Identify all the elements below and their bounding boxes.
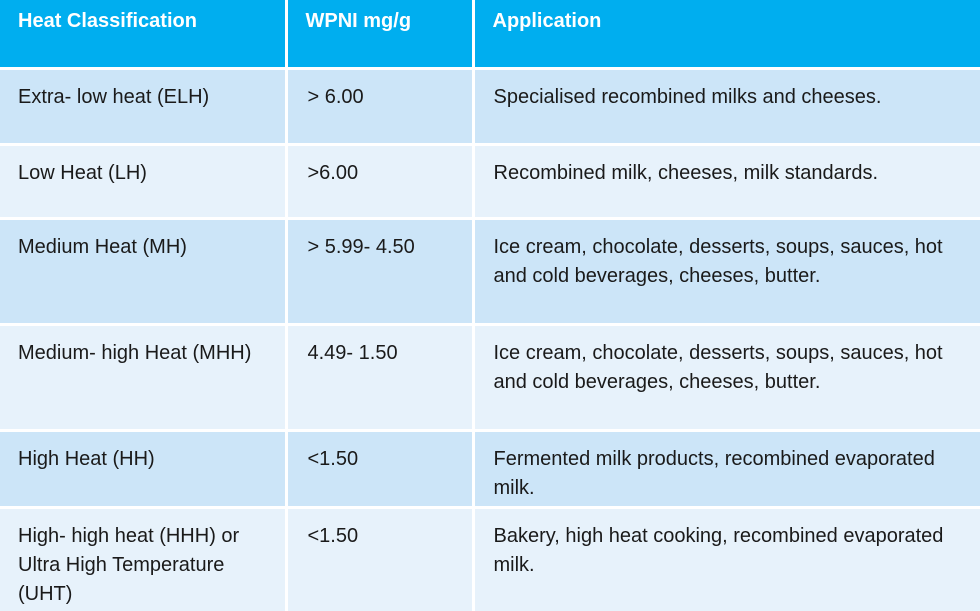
cell-classification: Low Heat (LH): [0, 144, 288, 220]
cell-wpni: 4.49- 1.50: [286, 324, 475, 432]
cell-application: Recombined milk, cheeses, milk standards…: [473, 144, 980, 220]
cell-wpni: <1.50: [286, 507, 475, 611]
cell-application: Specialised recombined milks and cheeses…: [473, 68, 980, 146]
cell-wpni: >6.00: [286, 144, 475, 220]
cell-classification: High- high heat (HHH) or Ultra High Temp…: [0, 507, 288, 611]
cell-classification: High Heat (HH): [0, 430, 288, 509]
table-body: Extra- low heat (ELH) > 6.00 Specialised…: [0, 68, 980, 611]
table-row: Medium- high Heat (MHH) 4.49- 1.50 Ice c…: [0, 324, 980, 432]
cell-wpni: <1.50: [286, 430, 475, 509]
header-application: Application: [473, 0, 980, 70]
cell-wpni: > 6.00: [286, 68, 475, 146]
cell-classification: Medium Heat (MH): [0, 218, 288, 326]
table-row: High Heat (HH) <1.50 Fermented milk prod…: [0, 430, 980, 509]
cell-application: Ice cream, chocolate, desserts, soups, s…: [473, 324, 980, 432]
table-row: High- high heat (HHH) or Ultra High Temp…: [0, 507, 980, 611]
table-row: Medium Heat (MH) > 5.99- 4.50 Ice cream,…: [0, 218, 980, 326]
table-row: Extra- low heat (ELH) > 6.00 Specialised…: [0, 68, 980, 146]
cell-classification: Extra- low heat (ELH): [0, 68, 288, 146]
header-row: Heat Classification WPNI mg/g Applicatio…: [0, 0, 980, 70]
cell-application: Bakery, high heat cooking, recombined ev…: [473, 507, 980, 611]
cell-wpni: > 5.99- 4.50: [286, 218, 475, 326]
table-header: Heat Classification WPNI mg/g Applicatio…: [0, 0, 980, 70]
cell-application: Fermented milk products, recombined evap…: [473, 430, 980, 509]
cell-application: Ice cream, chocolate, desserts, soups, s…: [473, 218, 980, 326]
table-row: Low Heat (LH) >6.00 Recombined milk, che…: [0, 144, 980, 220]
cell-classification: Medium- high Heat (MHH): [0, 324, 288, 432]
header-wpni: WPNI mg/g: [286, 0, 475, 70]
header-heat-classification: Heat Classification: [0, 0, 288, 70]
